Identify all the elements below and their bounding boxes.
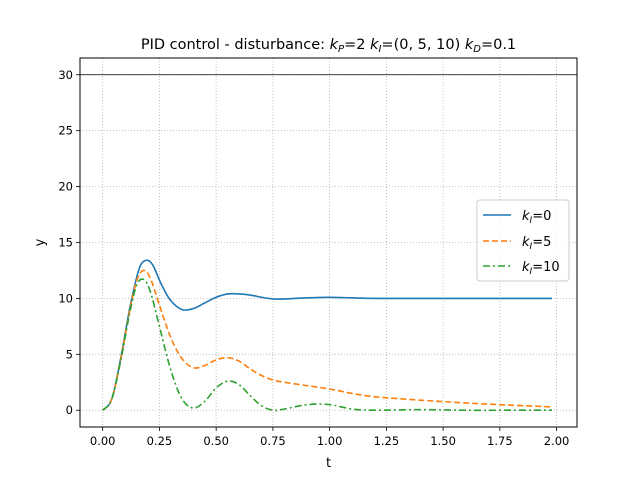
- series-line-k-i-0: [102, 259, 553, 411]
- y-tick-label-15: 15: [58, 236, 73, 250]
- x-tick-label-1-25: 1.25: [374, 434, 400, 448]
- x-axis-ticks: 0.00 0.25 0.50 0.75 1.00 1.25 1.50 1.75 2.00: [90, 427, 569, 448]
- y-tick-label-5: 5: [66, 347, 73, 361]
- y-axis-label: y: [33, 238, 48, 246]
- x-tick-label-2-00: 2.00: [544, 434, 570, 448]
- y-tick-label-0: 0: [66, 403, 73, 417]
- y-tick-label-20: 20: [58, 180, 73, 194]
- legend-label-ki-10: kI=10: [522, 260, 560, 277]
- y-tick-label-25: 25: [58, 124, 73, 138]
- legend-label-ki-0: kI=0: [522, 209, 551, 226]
- x-tick-label-1-75: 1.75: [487, 434, 513, 448]
- series-line-k-i-10: [102, 278, 553, 412]
- y-tick-label-10: 10: [58, 291, 73, 305]
- series-group: [102, 259, 553, 412]
- legend-label-ki-5: kI=5: [522, 235, 551, 252]
- x-tick-label-0-75: 0.75: [260, 434, 286, 448]
- x-tick-label-1-00: 1.00: [317, 434, 343, 448]
- chart-title: PID control - disturbance: kP=2 kI=(0, 5…: [141, 37, 516, 55]
- x-tick-label-1-50: 1.50: [430, 434, 456, 448]
- y-tick-label-30: 30: [58, 68, 73, 82]
- legend-box: [476, 199, 570, 282]
- series-line-k-i-5: [102, 269, 553, 411]
- x-tick-label-0-50: 0.50: [203, 434, 229, 448]
- legend: kI=0 kI=5 kI=10: [476, 199, 570, 282]
- y-axis-ticks: 0 5 10 15 20 25 30: [58, 68, 80, 417]
- x-axis-label: t: [326, 456, 331, 471]
- x-tick-label-0-25: 0.25: [147, 434, 173, 448]
- x-tick-label-0-00: 0.00: [90, 434, 116, 448]
